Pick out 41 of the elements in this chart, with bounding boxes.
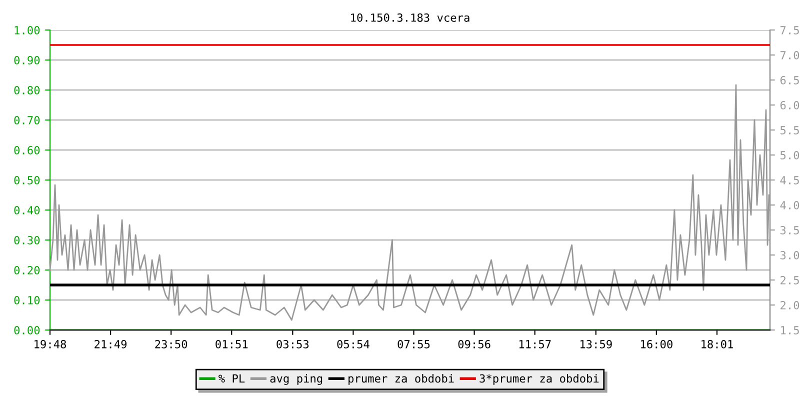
legend-label: 3*prumer za obdobi bbox=[480, 374, 599, 385]
chart-title: 10.150.3.183 vcera bbox=[351, 13, 470, 22]
x-tick-label: 21:49 bbox=[94, 340, 127, 348]
x-tick-label: 01:51 bbox=[216, 340, 248, 348]
x-tick-label: 19:48 bbox=[34, 340, 66, 348]
y2-tick-label: 2.0 bbox=[780, 301, 800, 310]
x-tick-label: 13:59 bbox=[580, 340, 612, 348]
x-tick-label: 07:55 bbox=[398, 340, 430, 348]
y-tick-label: 0.50 bbox=[14, 176, 40, 184]
x-tick-label: 03:53 bbox=[276, 340, 309, 348]
y-tick-label: 1.00 bbox=[14, 26, 40, 34]
y-tick-label: 0.60 bbox=[14, 146, 40, 154]
y-tick-label: 0.80 bbox=[14, 86, 40, 94]
x-tick-label: 09:56 bbox=[458, 340, 490, 348]
y2-tick-label: 4.5 bbox=[780, 176, 799, 184]
y2-tick-label: 6.5 bbox=[780, 76, 799, 84]
y2-tick-label: 3.0 bbox=[780, 251, 800, 260]
y-tick-label: 0.00 bbox=[14, 326, 40, 334]
legend-label: % PL bbox=[218, 374, 245, 382]
y2-tick-label: 6.0 bbox=[780, 101, 800, 110]
y-tick-label: 0.70 bbox=[14, 116, 40, 124]
y2-tick-label: 5.0 bbox=[780, 151, 800, 160]
y2-tick-label: 5.5 bbox=[780, 126, 799, 134]
y2-tick-label: 2.5 bbox=[780, 276, 799, 284]
x-tick-label: 05:54 bbox=[337, 340, 370, 348]
y2-tick-label: 1.5 bbox=[781, 326, 799, 334]
y-tick-label: 0.20 bbox=[14, 266, 40, 274]
y-tick-label: 0.10 bbox=[14, 296, 40, 304]
legend-label: prumer za obdobi bbox=[348, 374, 454, 385]
y-tick-label: 0.90 bbox=[14, 56, 40, 64]
y2-tick-label: 3.5 bbox=[780, 226, 799, 234]
y-tick-label: 0.30 bbox=[14, 236, 40, 244]
y2-tick-label: 7.5 bbox=[780, 26, 799, 34]
x-tick-label: 23:50 bbox=[155, 340, 188, 348]
y-tick-label: 0.40 bbox=[14, 206, 40, 214]
x-tick-label: 16:00 bbox=[641, 340, 672, 348]
y2-tick-label: 7.0 bbox=[780, 51, 800, 60]
x-tick-label: 11:57 bbox=[519, 340, 551, 348]
legend-label: avg ping bbox=[270, 374, 322, 385]
x-tick-label: 18:01 bbox=[702, 340, 733, 348]
y2-tick-label: 4.0 bbox=[780, 201, 800, 210]
